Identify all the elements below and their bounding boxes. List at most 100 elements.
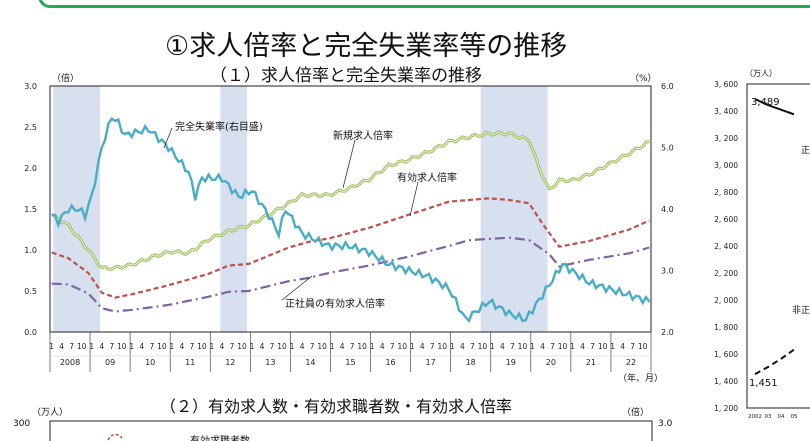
chart2-x-tick: 04 [778, 414, 785, 420]
chart2-plot-area [746, 83, 810, 409]
month-tick-label: 4 [580, 342, 585, 351]
chart2-x-tick: 03 [765, 414, 772, 420]
year-tick-label: 15 [345, 358, 355, 367]
chart1-title: （１）求人倍率と完全失業率の推移 [210, 66, 482, 86]
chart2-y-tick: 1, 600 [714, 350, 738, 359]
chart1-right-unit: （%） [630, 74, 657, 84]
chart3-left-unit: （万人） [32, 408, 69, 418]
y2-tick-label: 2.0 [661, 328, 674, 337]
month-tick-label: 4 [59, 342, 64, 351]
month-tick-label: 10 [638, 342, 648, 351]
chart2-series-2 [754, 348, 795, 375]
month-tick-label: 10 [558, 342, 568, 351]
chart2-y-tick: 1, 800 [714, 323, 738, 332]
month-tick-label: 4 [500, 342, 505, 351]
month-tick-label: 4 [260, 342, 265, 351]
chart2-y-tick: 2, 200 [714, 269, 738, 278]
y-tick-label: 2.0 [24, 164, 37, 173]
month-tick-label: 10 [357, 342, 367, 351]
series-line-3 [51, 236, 650, 313]
month-tick-label: 10 [197, 342, 207, 351]
page-title: ①求人倍率と完全失業率等の推移 [165, 31, 568, 62]
month-tick-label: 7 [390, 342, 395, 351]
y2-tick-label: 4.0 [661, 205, 674, 214]
label-unemployment: 完全失業率(右目盛) [175, 122, 263, 133]
chart3-plot-area [49, 420, 653, 441]
month-tick-label: 7 [109, 342, 114, 351]
month-tick-label: 10 [77, 342, 87, 351]
chart2-y-tick: 3, 400 [714, 107, 738, 116]
chart2-y-tick: 1, 400 [714, 377, 738, 386]
year-tick-label: 17 [426, 358, 436, 367]
month-tick-label: 1 [89, 342, 94, 351]
year-tick-label: 14 [305, 358, 315, 367]
label-1451: 1,451 [749, 378, 778, 389]
month-tick-label: 4 [220, 342, 225, 351]
month-tick-label: 1 [250, 342, 255, 351]
month-tick-label: 7 [550, 342, 555, 351]
chart3-series-job-seekers [107, 433, 123, 441]
year-tick-label: 11 [185, 358, 195, 367]
month-tick-label: 10 [438, 342, 448, 351]
month-tick-label: 1 [129, 342, 134, 351]
chart2-y-tick: 3, 200 [714, 134, 738, 143]
month-tick-label: 7 [270, 342, 275, 351]
label-nonregular: 非正 [792, 306, 810, 316]
chart2-y-tick: 2, 600 [714, 215, 738, 224]
month-tick-label: 10 [397, 342, 407, 351]
y-tick-label: 0.5 [24, 287, 37, 296]
month-tick-label: 1 [530, 342, 535, 351]
series-line-4 [51, 117, 651, 323]
month-tick-label: 10 [518, 342, 528, 351]
recession-shade [480, 86, 548, 332]
y2-tick-label: 5.0 [661, 144, 674, 153]
label-active-openings: 有効求人倍率 [397, 173, 457, 184]
chart3-right-unit: （倍） [622, 408, 650, 418]
month-tick-label: 10 [117, 342, 127, 351]
month-tick-label: 1 [450, 342, 455, 351]
y2-tick-label: 3.0 [661, 267, 674, 276]
month-tick-label: 7 [69, 342, 74, 351]
year-tick-label: 21 [586, 358, 596, 367]
month-tick-label: 7 [230, 342, 235, 351]
year-tick-label: 12 [225, 358, 235, 367]
month-tick-label: 10 [277, 342, 287, 351]
chart1-left-unit: （倍） [52, 74, 80, 84]
chart1-x-unit: （年、月） [618, 374, 664, 384]
month-tick-label: 1 [49, 342, 54, 351]
month-tick-label: 1 [210, 342, 215, 351]
month-tick-label: 1 [490, 342, 495, 351]
year-tick-label: 19 [506, 358, 516, 367]
annotation-arrow [409, 181, 419, 217]
chart2-series-1 [754, 98, 795, 116]
y-tick-label: 1.5 [24, 205, 37, 214]
month-tick-label: 4 [139, 342, 144, 351]
annotation-arrow [163, 127, 173, 149]
chart2-y-tick: 3, 600 [714, 80, 738, 89]
annotation-arrow [281, 275, 313, 301]
year-tick-label: 10 [145, 358, 155, 367]
year-tick-label: 22 [626, 358, 636, 367]
chart2-x-tick: 2002 [748, 414, 762, 420]
month-tick-label: 1 [410, 342, 415, 351]
chart2-y-tick: 2, 000 [714, 296, 738, 305]
y2-tick-label: 6.0 [661, 82, 674, 91]
month-tick-label: 10 [157, 342, 167, 351]
year-tick-label: 16 [385, 358, 395, 367]
y-tick-label: 1.0 [24, 246, 37, 255]
month-tick-label: 7 [590, 342, 595, 351]
year-tick-label: 20 [546, 358, 556, 367]
chart2-x-tick: 05 [791, 414, 798, 420]
month-tick-label: 4 [300, 342, 305, 351]
month-tick-label: 7 [310, 342, 315, 351]
month-tick-label: 7 [470, 342, 475, 351]
month-tick-label: 10 [317, 342, 327, 351]
plot-area [49, 85, 652, 333]
y-tick-label: 2.5 [24, 123, 37, 132]
chart3-right-top-tick: 3.0 [658, 419, 673, 429]
series-line-1-inner [51, 131, 650, 270]
month-tick-label: 7 [350, 342, 355, 351]
month-tick-label: 1 [290, 342, 295, 351]
